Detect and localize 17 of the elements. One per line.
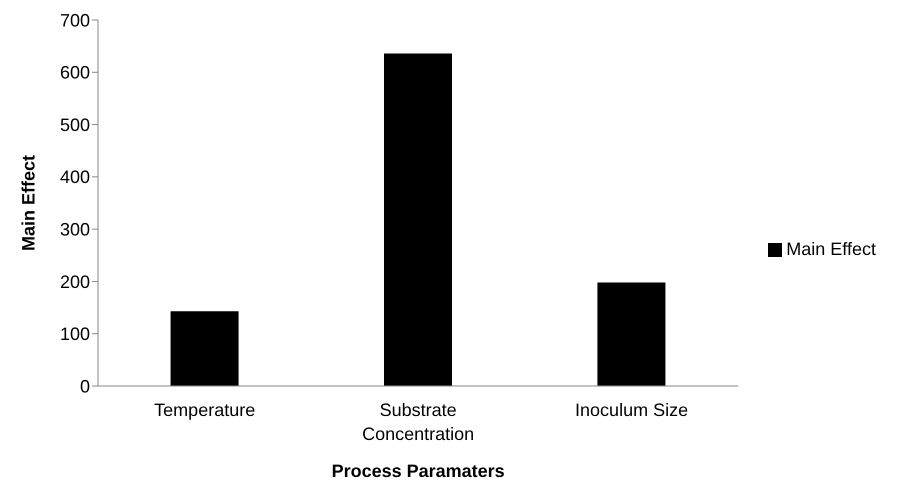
- y-tick-label: 300: [60, 220, 90, 240]
- y-tick-label: 100: [60, 324, 90, 344]
- x-tick-label: Substrate Concentration: [362, 400, 474, 444]
- bar: [597, 282, 666, 386]
- y-tick-label: 600: [60, 62, 90, 83]
- y-tick-label: 700: [60, 10, 90, 30]
- x-tick-label: Inoculum Size: [575, 400, 688, 420]
- y-axis-title: Main Effect: [18, 154, 38, 252]
- y-tick-label: 0: [80, 376, 90, 396]
- x-axis-title: Process Paramaters: [332, 461, 505, 481]
- bar: [384, 53, 452, 386]
- y-tick-label: 200: [60, 272, 90, 292]
- bar: [170, 311, 239, 386]
- legend-label: Main Effect: [786, 239, 876, 259]
- x-tick-label: Temperature: [154, 400, 256, 420]
- y-tick-label: 400: [60, 167, 90, 188]
- y-tick-label: 500: [60, 114, 90, 135]
